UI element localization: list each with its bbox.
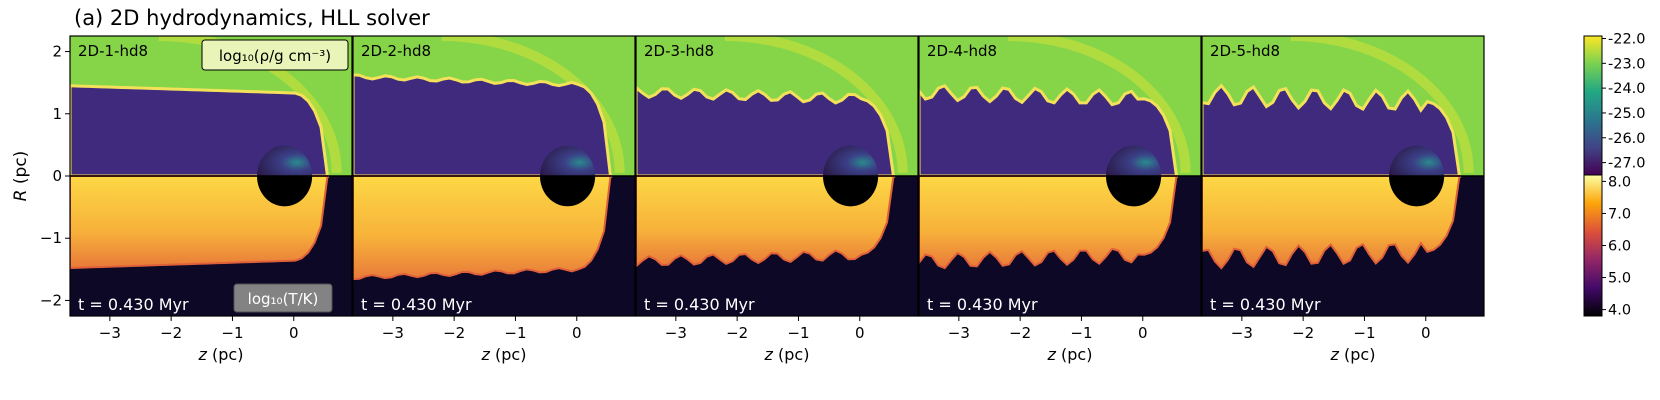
shock-front <box>441 36 625 174</box>
panel-frame <box>1201 35 1485 317</box>
y-tick-label: 1 <box>52 105 62 123</box>
panel-1: 2D-1-hd8 t = 0.430 Myr −3 −2 −1 0 z (pc) 2 1 0 −1 −… <box>40 35 353 364</box>
x-tick-label: −2 <box>726 324 748 342</box>
low-density-region <box>353 73 613 178</box>
bubble-temperature <box>822 176 879 207</box>
density-colorbar-tick-label: -22.0 <box>1608 31 1646 47</box>
shock-front <box>724 36 908 174</box>
x-tick-label: 0 <box>855 324 865 342</box>
bubble-density <box>822 145 879 176</box>
bubble-density <box>256 145 313 176</box>
bubble-density <box>1388 145 1445 176</box>
density-colorbar-tick-label: -27.0 <box>1608 156 1646 172</box>
y-tick-label: 2 <box>52 43 62 61</box>
y-axis-label: R (pc) <box>11 151 31 202</box>
temperature-quantity-legend: log₁₀(T/K) <box>233 283 333 313</box>
temperature-colorbar-tick-label: 7.0 <box>1608 206 1631 222</box>
bubble-temperature <box>1388 176 1445 207</box>
time-label: t = 0.430 Myr <box>644 295 755 314</box>
temperature-colorbar-tick-label: 8.0 <box>1608 174 1631 190</box>
panel-label: 2D-5-hd8 <box>1210 42 1280 60</box>
density-colorbar <box>1583 35 1603 176</box>
y-tick-label: 0 <box>52 167 62 185</box>
panel-3: 2D-3-hd8 t = 0.430 Myr −3 −2 −1 0 z (pc) <box>635 35 919 364</box>
x-axis-label: z (pc) <box>481 345 527 364</box>
hot-gas-region <box>636 175 895 268</box>
panel-4: 2D-4-hd8 t = 0.430 Myr −3 −2 −1 0 z (pc) <box>918 35 1202 364</box>
x-tick-label: −2 <box>1009 324 1031 342</box>
shock-front <box>1290 36 1474 174</box>
low-density-region <box>636 85 896 178</box>
time-label: t = 0.430 Myr <box>361 295 472 314</box>
bubble-temperature <box>1105 176 1162 207</box>
low-density-region <box>70 84 330 178</box>
x-tick-label: −2 <box>160 324 182 342</box>
x-tick-label: −3 <box>382 324 404 342</box>
x-tick-label: −3 <box>948 324 970 342</box>
x-axis-label: z (pc) <box>1047 345 1093 364</box>
x-tick-label: −1 <box>221 324 243 342</box>
density-quantity-legend: log₁₀(ρ/g cm⁻³) <box>201 39 349 71</box>
shock-front <box>1007 36 1191 174</box>
low-density-region <box>1202 83 1462 178</box>
x-tick-label: 0 <box>1138 324 1148 342</box>
panel-frame <box>352 35 636 317</box>
low-density-region <box>919 83 1179 178</box>
x-tick-label: −1 <box>1070 324 1092 342</box>
x-axis-label: z (pc) <box>1330 345 1376 364</box>
panel-label: 2D-1-hd8 <box>78 42 148 60</box>
panel-frame <box>635 35 919 317</box>
x-tick-label: −3 <box>665 324 687 342</box>
panel-5: 2D-5-hd8 t = 0.430 Myr −3 −2 −1 0 z (pc) <box>1201 35 1485 364</box>
temperature-colorbar <box>1583 174 1603 317</box>
time-label: t = 0.430 Myr <box>78 295 189 314</box>
x-tick-label: −3 <box>99 324 121 342</box>
x-tick-label: −1 <box>787 324 809 342</box>
bubble-temperature <box>539 176 596 207</box>
x-tick-label: −3 <box>1231 324 1253 342</box>
hot-gas-region <box>353 175 612 281</box>
x-tick-label: 0 <box>289 324 299 342</box>
panel-label: 2D-4-hd8 <box>927 42 997 60</box>
time-label: t = 0.430 Myr <box>1210 295 1321 314</box>
density-colorbar-tick-label: -26.0 <box>1608 131 1646 147</box>
x-tick-label: −1 <box>504 324 526 342</box>
panel-frame <box>918 35 1202 317</box>
x-tick-label: −2 <box>1292 324 1314 342</box>
panel-label: 2D-3-hd8 <box>644 42 714 60</box>
panel-2: 2D-2-hd8 t = 0.430 Myr −3 −2 −1 0 z (pc) <box>352 35 636 364</box>
bubble-temperature <box>256 176 313 207</box>
time-label: t = 0.430 Myr <box>927 295 1038 314</box>
hot-gas-region <box>919 175 1178 270</box>
density-colorbar-tick-label: -25.0 <box>1608 106 1646 122</box>
density-colorbar-tick-label: -24.0 <box>1608 81 1646 97</box>
svg-text:log₁₀(T/K): log₁₀(T/K) <box>248 290 319 308</box>
hot-gas-region <box>1202 175 1461 270</box>
x-axis-label: z (pc) <box>198 345 244 364</box>
panel-label: 2D-2-hd8 <box>361 42 431 60</box>
x-tick-label: 0 <box>1421 324 1431 342</box>
x-tick-label: −1 <box>1353 324 1375 342</box>
figure-title: (a) 2D hydrodynamics, HLL solver <box>74 6 430 30</box>
y-tick-label: −2 <box>40 291 62 309</box>
hot-gas-region <box>70 175 329 270</box>
temperature-colorbar-tick-label: 6.0 <box>1608 239 1631 255</box>
y-tick-label: −1 <box>40 229 62 247</box>
x-axis-label: z (pc) <box>764 345 810 364</box>
temperature-colorbar-tick-label: 5.0 <box>1608 271 1631 287</box>
density-colorbar-tick-label: -23.0 <box>1608 56 1646 72</box>
svg-text:log₁₀(ρ/g cm⁻³): log₁₀(ρ/g cm⁻³) <box>219 47 331 65</box>
x-tick-label: 0 <box>572 324 582 342</box>
temperature-colorbar-tick-label: 4.0 <box>1608 303 1631 319</box>
bubble-density <box>539 145 596 176</box>
x-tick-label: −2 <box>443 324 465 342</box>
bubble-density <box>1105 145 1162 176</box>
